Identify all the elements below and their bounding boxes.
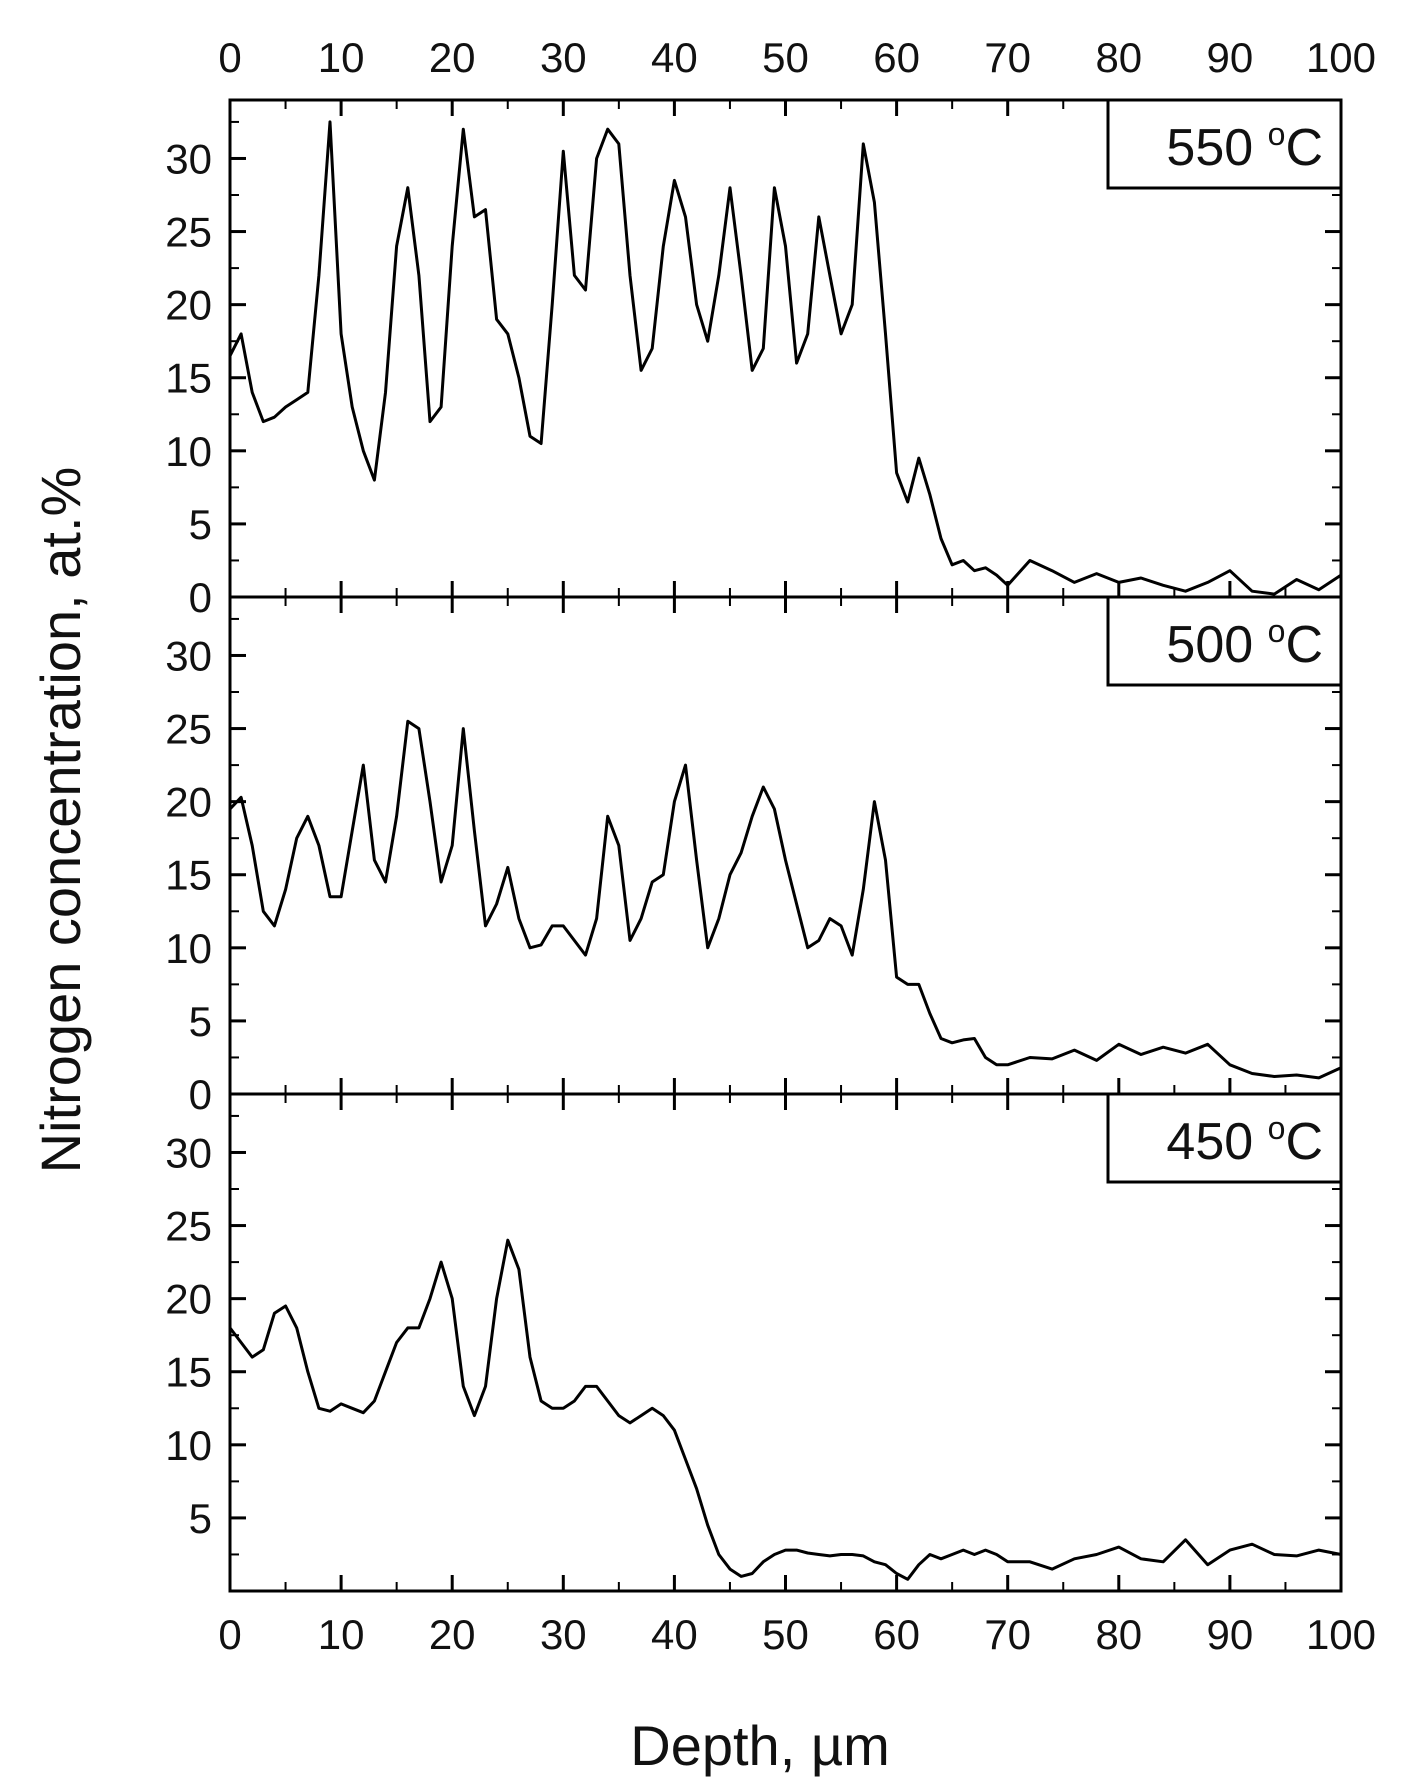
x-tick-label-top: 100 bbox=[1306, 34, 1376, 81]
x-tick-label-bottom: 100 bbox=[1306, 1611, 1376, 1658]
legend-box bbox=[1106, 595, 1343, 687]
y-tick-label: 5 bbox=[189, 998, 212, 1045]
panel-550: 0 5 10 15 20 25 30 550 oC bbox=[165, 98, 1343, 621]
x-tick-label-top: 30 bbox=[540, 34, 587, 81]
y-tick-label: 30 bbox=[165, 632, 212, 679]
y-tick-label: 25 bbox=[165, 706, 212, 753]
x-tick-label-top: 80 bbox=[1095, 34, 1142, 81]
legend-box bbox=[1106, 98, 1343, 190]
legend-value: 550 bbox=[1166, 119, 1267, 177]
y-axis-title: Nitrogen concentration, at.% bbox=[29, 467, 92, 1174]
y-tick-label: 0 bbox=[189, 574, 212, 621]
y-tick-label: 10 bbox=[165, 428, 212, 475]
x-tick-label-top: 90 bbox=[1207, 34, 1254, 81]
legend-label: 550 oC bbox=[1166, 116, 1323, 177]
series-line-550 bbox=[228, 120, 1342, 596]
x-tick-label-top: 0 bbox=[218, 34, 241, 81]
x-tick-label-bottom: 50 bbox=[762, 1611, 809, 1658]
y-tick-label: 10 bbox=[165, 1422, 212, 1469]
x-tick-label-bottom: 0 bbox=[218, 1611, 241, 1658]
x-tick-label-bottom: 80 bbox=[1095, 1611, 1142, 1658]
x-tick-label-bottom: 30 bbox=[540, 1611, 587, 1658]
x-tick-label-bottom: 20 bbox=[429, 1611, 476, 1658]
legend-label: 500 oC bbox=[1166, 613, 1323, 674]
x-tick-label-top: 20 bbox=[429, 34, 476, 81]
x-tick-label-top: 50 bbox=[762, 34, 809, 81]
y-tick-label: 10 bbox=[165, 925, 212, 972]
legend-unit: C bbox=[1285, 1113, 1323, 1171]
y-tick-label: 30 bbox=[165, 1129, 212, 1176]
y-tick-label: 25 bbox=[165, 209, 212, 256]
y-tick-label: 15 bbox=[165, 852, 212, 899]
legend-value: 500 bbox=[1166, 616, 1267, 674]
legend-box bbox=[1106, 1092, 1343, 1184]
legend-unit: C bbox=[1285, 616, 1323, 674]
x-tick-label-bottom: 70 bbox=[984, 1611, 1031, 1658]
y-tick-label: 5 bbox=[189, 1495, 212, 1542]
y-tick-label: 5 bbox=[189, 501, 212, 548]
y-tick-label: 25 bbox=[165, 1203, 212, 1250]
x-tick-label-bottom: 40 bbox=[651, 1611, 698, 1658]
legend-unit: C bbox=[1285, 119, 1323, 177]
x-tick-label-top: 10 bbox=[318, 34, 365, 81]
x-axis-title: Depth, µm bbox=[630, 1714, 889, 1777]
x-tick-label-bottom: 10 bbox=[318, 1611, 365, 1658]
series-line-500 bbox=[228, 719, 1342, 1080]
panel-500: 0 5 10 15 20 25 30 500 oC bbox=[165, 595, 1343, 1118]
y-tick-label: 20 bbox=[165, 282, 212, 329]
legend-degree: o bbox=[1268, 613, 1286, 649]
y-tick-label: 30 bbox=[165, 135, 212, 182]
legend-label: 450 oC bbox=[1166, 1110, 1323, 1171]
y-tick-label: 15 bbox=[165, 355, 212, 402]
legend-degree: o bbox=[1268, 1110, 1286, 1146]
x-tick-label-bottom: 60 bbox=[873, 1611, 920, 1658]
x-axis: 0 0 10 10 20 20 30 30 40 40 50 50 60 60 70 70 80 80 90 90 10… bbox=[218, 34, 1376, 1658]
y-tick-label: 20 bbox=[165, 1276, 212, 1323]
panel-450: 5 10 15 20 25 30 450 oC bbox=[165, 1092, 1343, 1593]
y-tick-label: 20 bbox=[165, 779, 212, 826]
y-tick-label: 15 bbox=[165, 1349, 212, 1396]
x-tick-label-top: 60 bbox=[873, 34, 920, 81]
series-line-450 bbox=[228, 1238, 1342, 1581]
legend-degree: o bbox=[1268, 116, 1286, 152]
x-tick-label-bottom: 90 bbox=[1207, 1611, 1254, 1658]
x-tick-label-top: 40 bbox=[651, 34, 698, 81]
y-tick-label: 0 bbox=[189, 1071, 212, 1118]
legend-value: 450 bbox=[1166, 1113, 1267, 1171]
x-tick-label-top: 70 bbox=[984, 34, 1031, 81]
